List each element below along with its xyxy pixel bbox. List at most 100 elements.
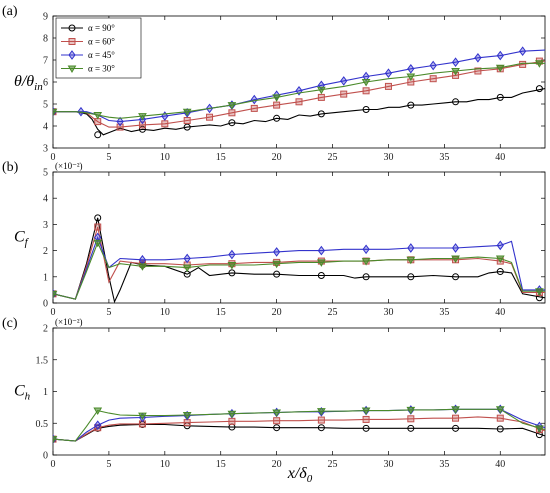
data-point <box>452 273 460 281</box>
data-point <box>496 425 504 433</box>
data-point <box>407 243 415 253</box>
data-point <box>182 411 192 420</box>
x-tick-label: 40 <box>495 459 505 470</box>
y-tick-label: 1.5 <box>36 355 49 366</box>
data-point <box>362 424 370 432</box>
x-tick-label: 25 <box>328 459 338 470</box>
data-point <box>406 256 416 265</box>
data-point <box>406 406 416 415</box>
y-tick-label: 8 <box>43 34 48 45</box>
data-point <box>340 90 348 98</box>
data-point <box>273 417 281 425</box>
plot-frame <box>52 327 546 456</box>
data-point <box>138 412 147 421</box>
plot-frame <box>52 171 546 304</box>
x-tick-label: 0 <box>51 459 56 470</box>
x-tick-label: 35 <box>439 152 449 163</box>
data-point <box>53 290 58 299</box>
y-tick-label: 3 <box>43 144 48 155</box>
data-point <box>228 417 236 425</box>
data-point <box>227 262 237 270</box>
x-tick-label: 0 <box>51 307 56 318</box>
x-tick-label: 35 <box>439 459 449 470</box>
data-point <box>474 67 482 75</box>
data-point <box>138 121 146 129</box>
data-point <box>535 288 544 296</box>
legend-marker <box>68 24 76 32</box>
series-0 <box>53 421 545 443</box>
y-tick-label: 0 <box>43 451 48 462</box>
y-tick-label: 9 <box>43 12 48 23</box>
y-tick-label: 1 <box>43 387 48 398</box>
data-point <box>93 112 103 120</box>
data-point <box>474 52 482 63</box>
data-point <box>93 239 103 248</box>
x-tick-label: 30 <box>383 307 393 318</box>
panel-label: (a) <box>2 4 18 19</box>
data-point <box>317 245 325 256</box>
y-axis-label-sub: f <box>25 237 30 249</box>
data-point <box>535 85 543 93</box>
x-tick-label: 40 <box>495 152 505 163</box>
data-point <box>183 117 191 124</box>
y-tick-label: 5 <box>43 100 48 111</box>
data-point <box>317 271 325 279</box>
panel-b: 0 5 10 15 20 25 30 35 40 0 1 2 3 4 5 (b) (×10⁻²) Cf <box>2 160 546 318</box>
data-point <box>227 410 237 419</box>
data-point <box>429 75 437 83</box>
y-tick-label: 7 <box>43 56 48 67</box>
x-tick-label: 30 <box>383 459 393 470</box>
data-point <box>316 86 326 95</box>
legend-marker <box>68 38 76 45</box>
data-point <box>206 113 214 121</box>
data-point <box>316 259 326 267</box>
series-1 <box>53 223 545 300</box>
data-point <box>361 79 371 87</box>
y-tick-label: 3 <box>43 220 48 231</box>
data-point <box>495 406 505 414</box>
series-line <box>53 235 545 300</box>
data-point <box>250 104 258 112</box>
data-point <box>407 101 415 109</box>
x-tick-label: 20 <box>272 152 282 163</box>
data-point <box>451 255 460 263</box>
data-point <box>138 263 147 271</box>
data-point <box>272 409 282 417</box>
data-point <box>295 98 303 106</box>
data-point <box>496 50 504 61</box>
data-point <box>273 247 281 257</box>
y-axis-label-sub: h <box>25 391 31 403</box>
data-point <box>94 131 102 139</box>
data-point <box>362 415 370 423</box>
x-tick-label: 10 <box>160 307 170 318</box>
data-point <box>53 108 58 117</box>
y-tick-label: 2 <box>43 324 48 335</box>
data-point <box>451 57 460 68</box>
x-tick-label: 10 <box>160 459 170 470</box>
data-point <box>183 123 191 131</box>
y-axis-label-main: C <box>14 383 25 400</box>
data-point <box>138 125 146 133</box>
data-point <box>407 63 415 74</box>
data-point <box>340 76 348 86</box>
y-multiplier: (×10⁻²) <box>55 161 83 171</box>
y-axis-label: Cf <box>14 229 30 249</box>
series-2 <box>53 232 545 300</box>
data-point <box>228 109 236 117</box>
data-point <box>496 268 504 276</box>
x-tick-label: 35 <box>439 307 449 318</box>
data-point <box>429 60 437 71</box>
y-tick-label: 2 <box>43 246 48 257</box>
data-point <box>183 253 191 264</box>
data-point <box>451 406 460 414</box>
data-point <box>161 120 169 128</box>
legend-entry: α = 30° <box>88 64 115 74</box>
series-line <box>53 416 545 442</box>
x-axis-label: x/δ0 <box>287 465 313 485</box>
legend-marker <box>68 50 76 60</box>
panel-c: 0 5 10 15 20 25 30 35 40 0 0.5 1 1.5 2 (c) (×10⁻²) Ch <box>2 316 546 470</box>
data-point <box>228 269 236 277</box>
x-tick-label: 30 <box>383 152 393 163</box>
data-point <box>407 424 415 432</box>
